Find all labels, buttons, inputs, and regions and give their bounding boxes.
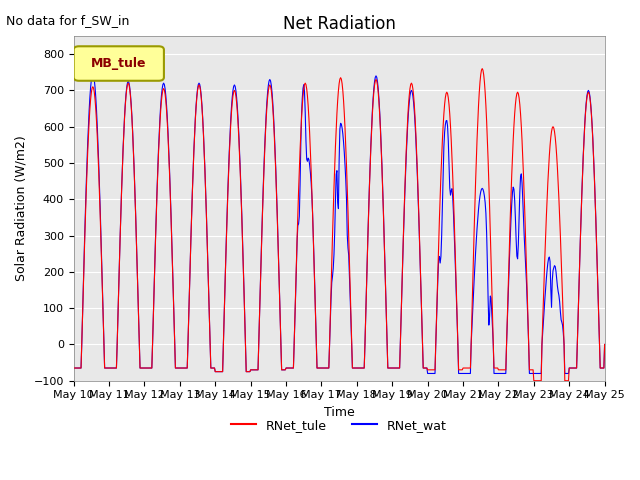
FancyBboxPatch shape	[74, 46, 164, 81]
X-axis label: Time: Time	[324, 406, 355, 419]
Text: MB_tule: MB_tule	[91, 57, 147, 70]
Y-axis label: Solar Radiation (W/m2): Solar Radiation (W/m2)	[15, 135, 28, 281]
Legend: RNet_tule, RNet_wat: RNet_tule, RNet_wat	[226, 414, 452, 436]
Title: Net Radiation: Net Radiation	[283, 15, 396, 33]
Text: No data for f_SW_in: No data for f_SW_in	[6, 14, 130, 27]
